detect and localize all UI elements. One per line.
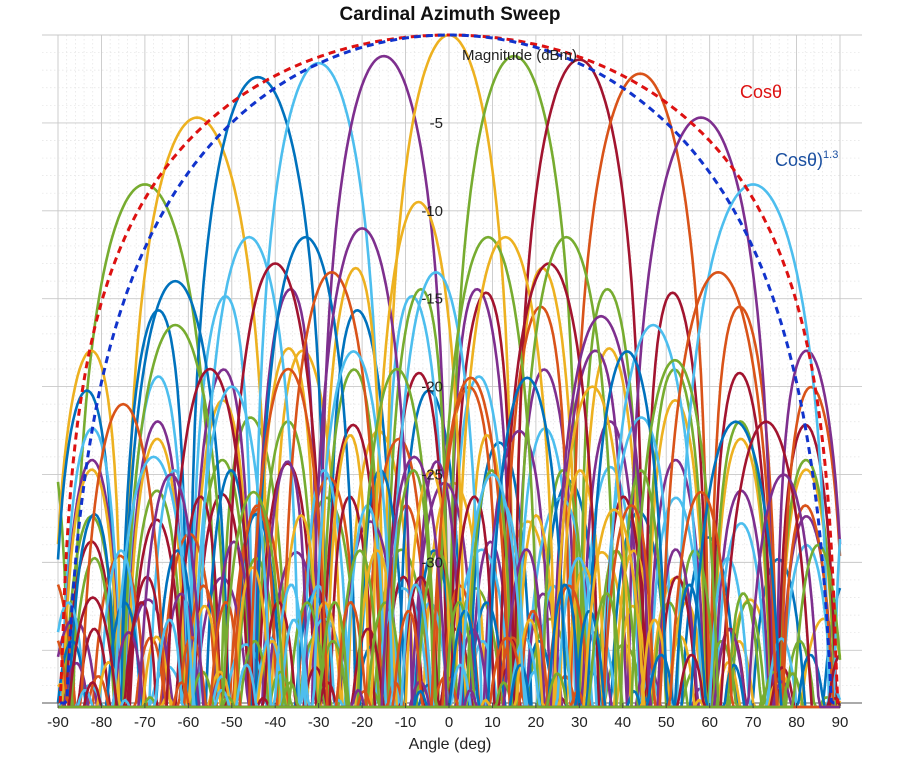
envelope-curve bbox=[60, 33, 838, 705]
envelope-curve bbox=[58, 33, 840, 704]
y-tick-label: -5 bbox=[430, 115, 443, 132]
x-tick-label: -10 bbox=[395, 714, 417, 731]
x-tick-label: -30 bbox=[308, 714, 330, 731]
cos-envelope-label: Cosθ bbox=[740, 82, 782, 102]
y-axis-label: Magnitude (dBm) bbox=[462, 47, 577, 64]
y-tick-label: -20 bbox=[421, 379, 443, 396]
cos13-envelope-label-main: Cosθ) bbox=[775, 150, 823, 170]
x-tick-label: 40 bbox=[614, 714, 631, 731]
x-tick-label: 20 bbox=[528, 714, 545, 731]
x-tick-label: -90 bbox=[47, 714, 69, 731]
x-axis-label: Angle (deg) bbox=[408, 736, 492, 753]
x-tick-label: 30 bbox=[571, 714, 588, 731]
envelope-layer bbox=[58, 33, 840, 705]
x-tick-label: 70 bbox=[745, 714, 762, 731]
x-tick-label: 90 bbox=[832, 714, 849, 731]
x-tick-label: -50 bbox=[221, 714, 243, 731]
x-tick-label: -20 bbox=[351, 714, 373, 731]
y-tick-label: -10 bbox=[421, 203, 443, 220]
x-tick-label: 50 bbox=[658, 714, 675, 731]
x-tick-label: -80 bbox=[91, 714, 113, 731]
cos13-envelope-label-sup: 1.3 bbox=[823, 149, 838, 161]
x-ticks: -90 -80 -70 -60 -50 -40 -30 -20 -10 0 10 20 30 40 50 60… bbox=[47, 703, 848, 731]
y-tick-label: -15 bbox=[421, 291, 443, 308]
y-tick-label: -30 bbox=[421, 554, 443, 571]
x-tick-label: 80 bbox=[788, 714, 805, 731]
x-tick-label: -70 bbox=[134, 714, 156, 731]
x-tick-label: 60 bbox=[701, 714, 718, 731]
chart-title: Cardinal Azimuth Sweep bbox=[339, 4, 561, 25]
x-tick-label: -40 bbox=[264, 714, 286, 731]
x-tick-label: -60 bbox=[177, 714, 199, 731]
x-tick-label: 0 bbox=[445, 714, 453, 731]
y-ticks: -5 -10 -15 -20 -25 -30 bbox=[421, 115, 443, 571]
y-tick-label: -25 bbox=[421, 466, 443, 483]
cos13-envelope-label: Cosθ)1.3 bbox=[775, 149, 838, 170]
x-tick-label: 10 bbox=[484, 714, 501, 731]
